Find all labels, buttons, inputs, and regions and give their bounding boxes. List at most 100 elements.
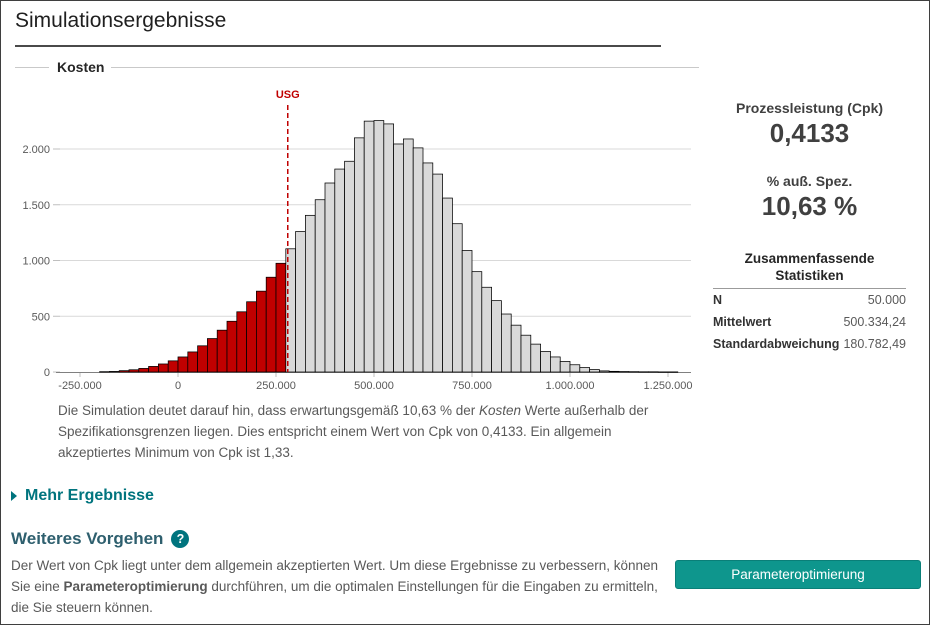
histogram-bar <box>295 231 306 373</box>
simulation-summary-text: Die Simulation deutet darauf hin, dass e… <box>58 400 680 463</box>
more-results-link[interactable]: Mehr Ergebnisse <box>11 487 154 505</box>
histogram-bar <box>608 370 620 373</box>
histogram-bar <box>599 370 610 373</box>
summary-pre: Die Simulation deutet darauf hin, dass e… <box>58 403 479 418</box>
parameter-optimization-button[interactable]: Parameteroptimierung <box>675 560 921 589</box>
page-title: Simulationsergebnisse <box>15 9 227 32</box>
stat-label-stddev: Standardabweichung <box>713 337 840 351</box>
legend-line-left <box>15 67 49 68</box>
histogram-bar <box>501 313 512 373</box>
histogram-bar <box>334 168 345 373</box>
section-label-kosten: Kosten <box>57 59 105 75</box>
histogram-bar <box>197 345 208 373</box>
histogram-bar <box>422 162 434 373</box>
histogram-bar <box>442 197 453 373</box>
histogram-bar <box>589 369 600 373</box>
x-axis-label: 1.250.000 <box>644 380 693 392</box>
histogram-bar <box>167 360 179 373</box>
histogram-bar <box>354 137 365 373</box>
histogram-bar <box>226 320 238 373</box>
histogram-bar <box>118 370 130 373</box>
histogram-bar <box>207 338 218 373</box>
x-axis-label: 0 <box>175 380 181 392</box>
histogram-bar <box>109 371 120 373</box>
y-axis-label: 500 <box>32 311 50 323</box>
next-steps-pre: Der Wert von Cpk liegt unter dem allgeme… <box>11 558 659 594</box>
next-steps-post: durchführen, um die optimalen Einstellun… <box>11 579 658 615</box>
stat-value-mean: 500.334,24 <box>843 315 906 329</box>
histogram-bar <box>569 364 581 373</box>
histogram-bar <box>265 276 277 373</box>
histogram-bar <box>275 262 287 373</box>
stat-value-n: 50.000 <box>867 293 906 307</box>
cpk-metric-value: 0,4133 <box>769 118 850 148</box>
title-underline <box>15 45 661 47</box>
histogram-bar <box>148 366 159 373</box>
histogram-bar <box>324 182 336 373</box>
histogram-bar <box>383 123 394 373</box>
histogram-bar <box>412 147 424 373</box>
summary-variable-name: Kosten <box>479 403 522 418</box>
legend-line-right <box>111 67 699 68</box>
table-row: Mittelwert 500.334,24 <box>713 315 906 337</box>
histogram-bar <box>403 138 414 373</box>
stat-value-stddev: 180.782,49 <box>843 337 906 351</box>
next-steps-bold-term: Parameteroptimierung <box>63 579 208 594</box>
y-axis-label: 1.500 <box>22 200 50 212</box>
histogram-bar <box>373 120 385 373</box>
histogram-bar <box>579 367 590 373</box>
histogram-bar <box>550 356 561 373</box>
stat-label-n: N <box>713 293 723 307</box>
summary-statistics-title: Zusammenfassende Statistiken <box>744 251 875 283</box>
histogram-bar <box>344 160 355 373</box>
histogram-svg: 0 500 1.000 1.500 2.000 -250.000 0 250.000 500.0… <box>22 89 693 392</box>
histogram-bar <box>559 361 571 373</box>
histogram-bar <box>452 223 463 373</box>
histogram-bar <box>510 324 522 373</box>
histogram-bar <box>256 290 267 373</box>
kosten-histogram-chart: 0 500 1.000 1.500 2.000 -250.000 0 250.000 500.0… <box>15 85 705 397</box>
histogram-bar <box>363 120 375 373</box>
y-axis-label: 1.000 <box>22 256 50 268</box>
x-axis-label: 750.000 <box>452 380 492 392</box>
x-axis-label: 1.000.000 <box>546 380 595 392</box>
x-axis-label: -250.000 <box>58 380 101 392</box>
histogram-bar <box>187 351 198 373</box>
chevron-right-icon <box>11 491 17 501</box>
next-steps-text: Der Wert von Cpk liegt unter dem allgeme… <box>11 555 666 618</box>
y-axis-label: 2.000 <box>22 144 50 156</box>
histogram-bar <box>481 286 492 373</box>
next-steps-header: Weiteres Vorgehen ? <box>11 529 190 549</box>
histogram-bar <box>530 343 541 373</box>
help-icon[interactable]: ? <box>171 530 190 548</box>
x-axis-label: 500.000 <box>354 380 394 392</box>
out-of-spec-value: 10,63 % <box>761 191 858 221</box>
usg-label: USG <box>276 89 300 101</box>
histogram-bar <box>158 363 169 373</box>
histogram-bar <box>393 143 404 373</box>
histogram-bar <box>177 356 189 373</box>
table-row: Standardabweichung 180.782,49 <box>713 337 906 359</box>
histogram-bar <box>520 334 532 373</box>
histogram-bar <box>138 368 149 373</box>
next-steps-heading: Weiteres Vorgehen <box>11 529 164 548</box>
statistics-divider <box>713 288 906 289</box>
histogram-bar <box>471 271 483 373</box>
y-axis-label: 0 <box>44 367 50 379</box>
more-results-label: Mehr Ergebnisse <box>25 487 154 504</box>
histogram-bar <box>491 300 502 373</box>
histogram-bar <box>305 214 316 373</box>
out-of-spec-label: % auß. Spez. <box>766 173 853 189</box>
x-axis-label: 250.000 <box>256 380 296 392</box>
table-row: N 50.000 <box>713 293 906 315</box>
summary-statistics-table: N 50.000 Mittelwert 500.334,24 Standarda… <box>713 293 906 359</box>
histogram-bar <box>246 301 257 373</box>
summary-post: Werte außerhalb der Spezifikationsgrenze… <box>58 403 649 460</box>
histogram-bar <box>236 311 247 373</box>
histogram-bar <box>128 369 140 373</box>
histogram-bar <box>314 199 326 373</box>
stat-label-mean: Mittelwert <box>713 315 772 329</box>
histogram-bar <box>432 173 443 373</box>
cpk-metric-label: Prozessleistung (Cpk) <box>735 100 884 116</box>
